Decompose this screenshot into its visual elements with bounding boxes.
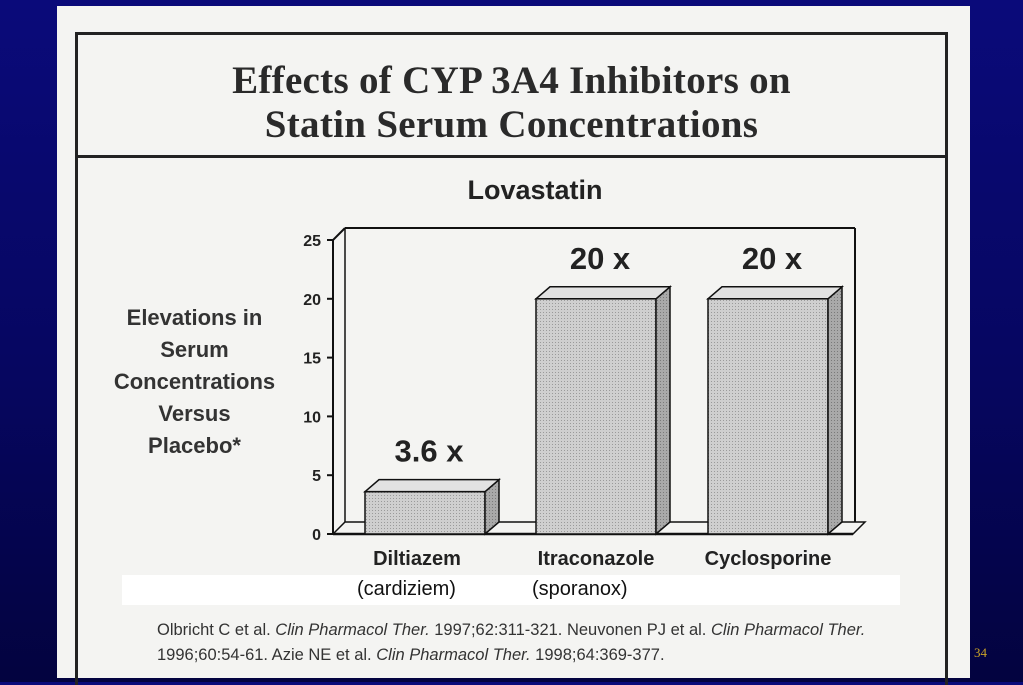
citation-journal: Clin Pharmacol Ther. (376, 646, 531, 664)
slide-title-line-1: Effects of CYP 3A4 Inhibitors on (232, 59, 791, 102)
bar-cyclosporine (707, 298, 829, 535)
y-tick-label: 0 (312, 527, 321, 544)
y-tick-label: 25 (303, 233, 321, 250)
x-category-label: Cyclosporine (705, 548, 832, 570)
citation-journal: Clin Pharmacol Ther. (710, 621, 866, 639)
y-tick-label: 20 (303, 292, 321, 309)
y-axis-label-line: Serum (160, 337, 229, 362)
bar-top (362, 478, 502, 493)
y-tick-label: 15 (303, 351, 321, 368)
y-axis-label: Elevations in Serum Concentrations Versu… (92, 302, 297, 462)
citation-text: 1996;60:54-61. Azie NE et al. (157, 646, 377, 664)
data-label: 20 x (742, 241, 803, 276)
x-category-label: Itraconazole (538, 548, 655, 570)
citation-text: Olbricht C et al. (157, 621, 276, 639)
citation-text: 1997;62:311-321. Neuvonen PJ et al. (429, 621, 711, 639)
data-label: 3.6 x (395, 434, 465, 469)
citation: Olbricht C et al. Clin Pharmacol Ther. 1… (157, 618, 917, 668)
citation-journal: Clin Pharmacol Ther. (275, 621, 430, 639)
bar-side (655, 285, 671, 536)
y-axis-label-line: Elevations in (126, 305, 263, 330)
data-label: 20 x (570, 241, 631, 276)
bar-diltiazem (364, 490, 486, 535)
bar-top (705, 286, 845, 300)
title-box: Effects of CYP 3A4 Inhibitors on Statin … (75, 32, 948, 158)
citation-text: 1998;64:369-377. (530, 646, 665, 664)
content-box (75, 155, 948, 685)
y-axis-line (332, 227, 346, 534)
slide-number: 34 (974, 645, 987, 660)
y-axis-label-line: Versus (158, 401, 231, 426)
y-tick-label: 10 (303, 409, 321, 426)
y-axis-label-line: Concentrations (113, 369, 276, 394)
chart-title: Lovastatin (467, 175, 603, 205)
bar-top (533, 286, 673, 300)
caption-band (122, 575, 900, 605)
bar-itraconazole (535, 298, 657, 535)
brand-name-diltiazem: (cardiziem) (357, 578, 456, 600)
brand-name-itraconazole: (sporanox) (532, 578, 628, 600)
y-tick-label: 5 (312, 468, 321, 485)
x-category-label: Diltiazem (373, 548, 461, 570)
y-axis-label-line: Placebo* (148, 433, 241, 458)
bar-side (827, 285, 843, 536)
slide-title-line-2: Statin Serum Concentrations (264, 103, 759, 146)
